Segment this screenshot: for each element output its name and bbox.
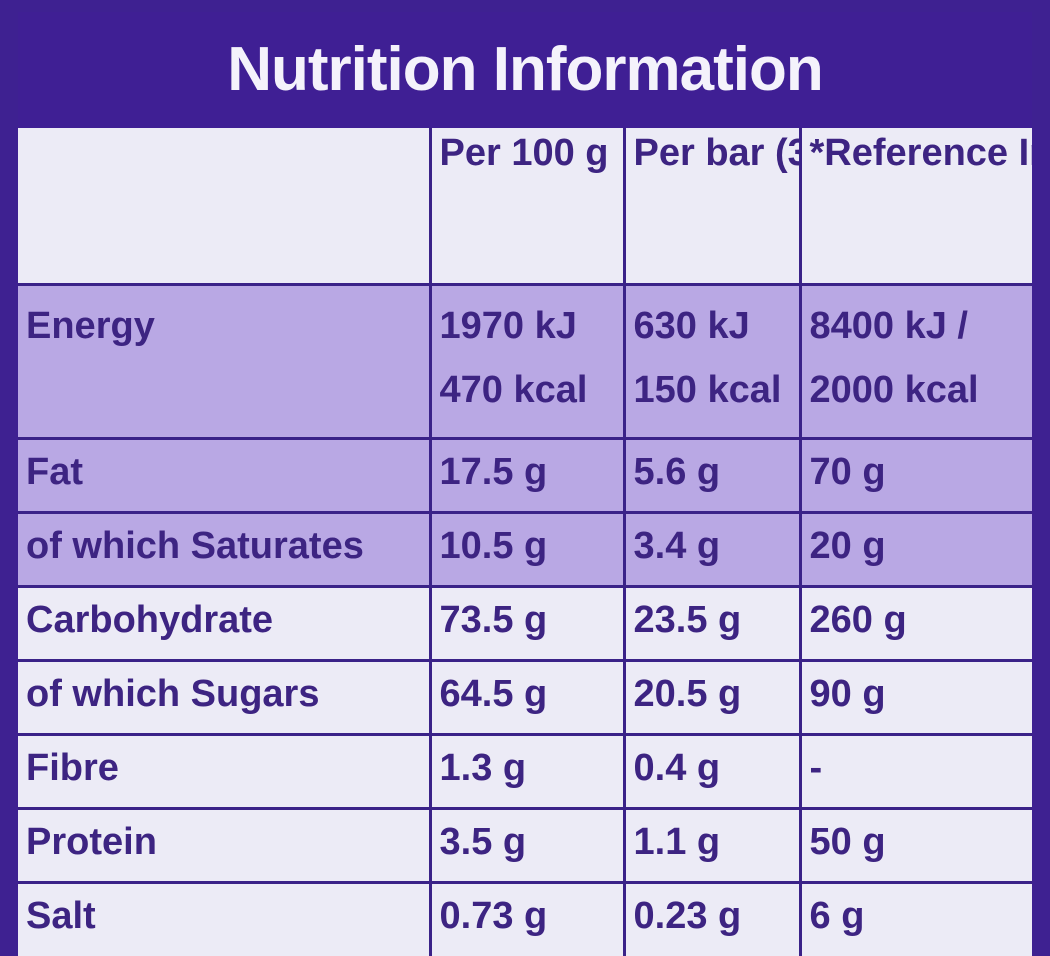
value-per-100g: 3.5 g xyxy=(428,806,626,884)
nutrition-label: Nutrition Information Per 100 g Per bar … xyxy=(18,12,1032,956)
nutrient-name: of which Saturates xyxy=(18,510,432,588)
nutrient-name: Energy xyxy=(18,282,432,440)
value-per-100g: 1.3 g xyxy=(428,732,626,810)
nutrient-name: Protein xyxy=(18,806,432,884)
header-per-100g: Per 100 g xyxy=(428,128,626,286)
value-per-bar: 5.6 g xyxy=(622,436,802,514)
nutrient-name: Fibre xyxy=(18,732,432,810)
value-per-100g: 17.5 g xyxy=(428,436,626,514)
value-reference-intake: 70 g xyxy=(798,436,1032,514)
table-row-saturates: of which Saturates 10.5 g 3.4 g 20 g xyxy=(18,510,1032,588)
header-empty-cell xyxy=(18,128,432,286)
value-per-100g: 1970 kJ 470 kcal xyxy=(428,282,626,440)
header-row: Per 100 g Per bar (32 g) *Reference Inta… xyxy=(18,128,1032,286)
value-per-bar: 630 kJ 150 kcal xyxy=(622,282,802,440)
value-line: 2000 kcal xyxy=(809,368,979,411)
value-line: 8400 kJ / xyxy=(809,304,968,347)
value-reference-intake: 20 g xyxy=(798,510,1032,588)
value-per-bar: 20.5 g xyxy=(622,658,802,736)
value-per-bar: 0.23 g xyxy=(622,880,802,956)
value-per-100g: 64.5 g xyxy=(428,658,626,736)
value-per-100g: 0.73 g xyxy=(428,880,626,956)
table-row-fibre: Fibre 1.3 g 0.4 g - xyxy=(18,732,1032,810)
nutrient-name: of which Sugars xyxy=(18,658,432,736)
value-reference-intake: 260 g xyxy=(798,584,1032,662)
nutrition-table: Per 100 g Per bar (32 g) *Reference Inta… xyxy=(18,128,1032,956)
table-row-protein: Protein 3.5 g 1.1 g 50 g xyxy=(18,806,1032,884)
nutrient-name: Fat xyxy=(18,436,432,514)
value-line: 1970 kJ xyxy=(439,304,577,347)
value-reference-intake: 50 g xyxy=(798,806,1032,884)
table-row-carbohydrate: Carbohydrate 73.5 g 23.5 g 260 g xyxy=(18,584,1032,662)
value-reference-intake: 6 g xyxy=(798,880,1032,956)
value-per-bar: 1.1 g xyxy=(622,806,802,884)
title-bar: Nutrition Information xyxy=(18,12,1032,128)
value-reference-intake: 8400 kJ / 2000 kcal xyxy=(798,282,1032,440)
table-row-energy: Energy 1970 kJ 470 kcal 630 kJ 150 kcal … xyxy=(18,282,1032,440)
table-row-salt: Salt 0.73 g 0.23 g 6 g xyxy=(18,880,1032,956)
value-per-bar: 3.4 g xyxy=(622,510,802,588)
value-per-100g: 10.5 g xyxy=(428,510,626,588)
value-line: 150 kcal xyxy=(633,368,782,411)
value-line: 470 kcal xyxy=(439,368,588,411)
table-row-sugars: of which Sugars 64.5 g 20.5 g 90 g xyxy=(18,658,1032,736)
value-reference-intake: - xyxy=(798,732,1032,810)
header-reference-intakes: *Reference Intakes xyxy=(798,128,1032,286)
value-per-bar: 23.5 g xyxy=(622,584,802,662)
nutrient-name: Salt xyxy=(18,880,432,956)
value-per-100g: 73.5 g xyxy=(428,584,626,662)
table-row-fat: Fat 17.5 g 5.6 g 70 g xyxy=(18,436,1032,514)
value-reference-intake: 90 g xyxy=(798,658,1032,736)
value-per-bar: 0.4 g xyxy=(622,732,802,810)
nutrition-title: Nutrition Information xyxy=(227,35,823,104)
value-line: 630 kJ xyxy=(633,304,750,347)
header-per-bar: Per bar (32 g) xyxy=(622,128,802,286)
nutrient-name: Carbohydrate xyxy=(18,584,432,662)
